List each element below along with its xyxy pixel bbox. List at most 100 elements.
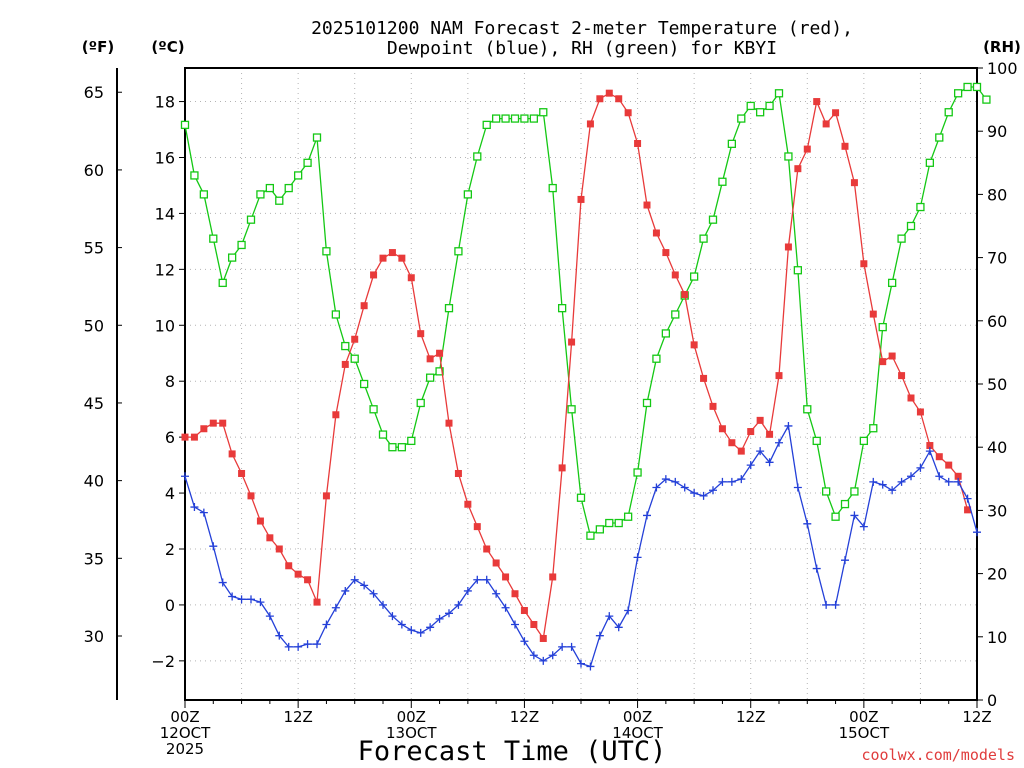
temperature-point [690, 341, 698, 349]
dewpoint-point [369, 589, 378, 598]
temperature-point [935, 453, 943, 461]
fahrenheit-tick-label: 40 [84, 472, 104, 491]
temperature-point [454, 469, 462, 477]
dewpoint-point [237, 595, 246, 604]
rh-point [887, 278, 897, 288]
dewpoint-point [831, 600, 840, 609]
time-tick-label: 12Z [736, 708, 765, 726]
temperature-point [209, 419, 217, 427]
dewpoint-point [284, 642, 293, 651]
rh-point [180, 120, 190, 130]
celsius-tick-label: 18 [155, 93, 175, 112]
celsius-tick-label: 12 [155, 260, 175, 279]
rh-point [859, 436, 869, 446]
rh-tick-label: 90 [987, 122, 1007, 141]
time-tick-label: 00Z [170, 708, 199, 726]
temperature-point [502, 573, 510, 581]
rh-point [831, 512, 840, 521]
dewpoint-point [746, 461, 755, 470]
rh-point [953, 89, 963, 98]
dewpoint-point [435, 614, 444, 623]
temperature-point [379, 254, 387, 262]
dewpoint-point [973, 528, 981, 537]
rh-point [557, 304, 567, 313]
rh-point [916, 202, 925, 212]
time-tick-label: 14OCT [612, 724, 663, 742]
celsius-tick-label: 16 [155, 148, 175, 167]
temperature-point [747, 428, 755, 436]
temperature-point [888, 352, 896, 360]
time-tick-label: 00Z [397, 708, 426, 726]
rh-point [633, 468, 642, 477]
dewpoint-point [482, 575, 491, 584]
rh-point [275, 196, 284, 205]
rh-tick-label: 20 [987, 565, 1007, 584]
fahrenheit-tick-label: 30 [84, 627, 104, 646]
temperature-point [200, 425, 208, 433]
rh-point [303, 158, 312, 167]
rh-point [652, 354, 661, 363]
rh-point [265, 183, 275, 193]
rh-point [350, 354, 359, 363]
temperature-point [568, 338, 576, 346]
celsius-tick-label: 6 [165, 428, 175, 447]
celsius-tick-label: 0 [165, 596, 175, 615]
rh-point [765, 101, 774, 111]
x-axis-title: Forecast Time (UTC) [358, 736, 667, 767]
rh-point [454, 247, 463, 256]
rh-point [341, 341, 350, 351]
dewpoint-point [671, 477, 680, 486]
celsius-tick-label: 8 [165, 372, 175, 391]
dewpoint-point [793, 483, 802, 492]
rh-point [605, 518, 614, 528]
dewpoint-point [756, 447, 765, 456]
temperature-point [360, 302, 368, 310]
dewpoint-point [812, 564, 821, 573]
dewpoint-point [633, 553, 642, 562]
dewpoint-point [595, 631, 604, 640]
dewpoint-point [218, 578, 227, 587]
temperature-point [634, 140, 642, 148]
temperature-point [822, 120, 830, 128]
celsius-tick-label: 14 [155, 204, 175, 223]
dewpoint-point [209, 542, 218, 551]
dewpoint-point [765, 458, 774, 467]
fahrenheit-tick-label: 45 [84, 394, 104, 413]
dewpoint-point [907, 472, 915, 481]
dewpoint-point [878, 480, 887, 489]
fahrenheit-tick-label: 60 [84, 161, 104, 180]
dewpoint-point [445, 609, 453, 618]
rh-point [812, 436, 821, 446]
rh-tick-label: 100 [987, 59, 1018, 78]
fahrenheit-tick-label: 55 [84, 239, 104, 258]
dewpoint-point [473, 575, 482, 584]
rh-point [755, 108, 765, 117]
temperature-point [436, 349, 444, 357]
dewpoint-point [718, 477, 727, 486]
dewpoint-point [963, 494, 972, 503]
dewpoint-point [699, 491, 708, 500]
dewpoint-point [614, 623, 623, 632]
temperature-point [898, 372, 906, 380]
temperature-point [520, 607, 528, 615]
temperature-point [869, 310, 877, 318]
temperature-point [285, 562, 293, 570]
celsius-unit-label: (ºC) [151, 38, 184, 56]
celsius-tick-label: −2 [151, 652, 175, 671]
rh-point [925, 158, 935, 167]
rh-point [435, 367, 444, 376]
dewpoint-point [841, 556, 849, 565]
dewpoint-point [737, 475, 746, 484]
rh-point [331, 310, 341, 319]
dewpoint-point [727, 477, 736, 486]
temperature-point [407, 274, 415, 282]
dewpoint-point [624, 606, 633, 615]
dewpoint-point [247, 595, 255, 604]
temperature-point [445, 419, 453, 427]
dewpoint-point [511, 620, 519, 629]
rh-tick-label: 10 [987, 628, 1007, 647]
dewpoint-point [577, 659, 585, 668]
rh-point [784, 152, 793, 161]
series-rh [180, 82, 991, 540]
rh-point [416, 398, 425, 408]
